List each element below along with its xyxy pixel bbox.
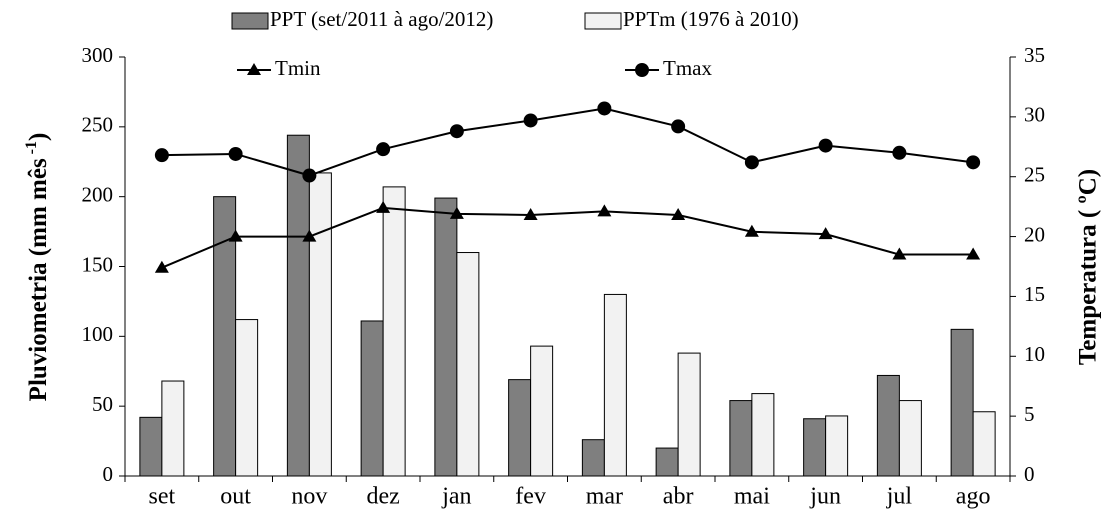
bar: [286, 134, 310, 477]
x-tick-label: nov: [291, 484, 327, 510]
y-label-end: ): [25, 133, 52, 141]
marker: [892, 145, 907, 160]
y-tick-label: 50: [92, 392, 113, 416]
x-tick-label: jun: [809, 484, 841, 510]
y2-tick-label: 5: [1024, 402, 1035, 426]
y-label-sup: -1: [23, 141, 40, 154]
bar: [508, 379, 532, 477]
x-tick-label: mai: [734, 484, 770, 510]
bar: [803, 418, 827, 477]
y2-tick-label: 0: [1024, 462, 1035, 486]
legend-marker: [635, 63, 649, 77]
y-label-main: Pluviometria (mm mês: [25, 158, 52, 401]
marker: [302, 229, 317, 242]
y-axis-label: Pluviometria (mm mês -1): [23, 133, 52, 402]
marker: [597, 204, 612, 217]
y-tick-label: 300: [82, 43, 114, 67]
bar: [972, 411, 996, 477]
marker: [154, 260, 169, 273]
marker: [744, 224, 759, 237]
marker: [966, 247, 981, 260]
bar: [360, 320, 384, 477]
bar: [581, 439, 605, 477]
marker: [154, 148, 169, 163]
bar: [950, 328, 974, 477]
bar: [655, 447, 679, 477]
marker: [228, 146, 243, 161]
bar: [382, 186, 406, 477]
y2-axis-label: Temperatura ( ºC): [1075, 169, 1102, 365]
bar: [530, 345, 554, 477]
bar: [161, 380, 185, 477]
y2-tick-label: 35: [1024, 43, 1045, 67]
marker: [892, 247, 907, 260]
bar: [876, 374, 900, 477]
legend-swatch: [584, 12, 622, 30]
marker: [449, 206, 464, 219]
x-tick-label: abr: [663, 484, 694, 510]
x-tick-label: ago: [956, 484, 991, 510]
legend-label: PPTm (1976 à 2010): [623, 7, 799, 31]
line: [161, 107, 974, 177]
bar: [456, 252, 480, 477]
y2-tick-label: 15: [1024, 282, 1045, 306]
y-tick-label: 100: [82, 322, 114, 346]
bar: [825, 415, 849, 477]
y-tick-label: 200: [82, 182, 114, 206]
y-tick-label: 0: [103, 462, 114, 486]
x-tick-label: mar: [586, 484, 623, 510]
x-tick-label: out: [220, 484, 251, 510]
legend-swatch: [231, 12, 269, 30]
bar: [898, 400, 922, 477]
marker: [449, 124, 464, 139]
marker: [671, 119, 686, 134]
marker: [597, 101, 612, 116]
bar: [677, 352, 701, 477]
x-tick-label: jan: [441, 484, 471, 510]
y2-tick-label: 10: [1024, 342, 1045, 366]
y-tick-label: 250: [82, 113, 114, 137]
bar: [235, 319, 259, 477]
marker: [671, 208, 686, 221]
bar: [603, 293, 627, 477]
x-tick-label: fev: [515, 484, 546, 510]
x-tick-label: dez: [366, 484, 399, 510]
legend-label: PPT (set/2011 à ago/2012): [270, 7, 493, 31]
marker: [523, 113, 538, 128]
bar: [139, 416, 163, 477]
bar: [308, 172, 332, 477]
marker: [966, 155, 981, 170]
legend-label: Tmin: [275, 56, 321, 80]
x-tick-label: set: [149, 484, 176, 510]
marker: [744, 155, 759, 170]
legend-label: Tmax: [663, 56, 712, 80]
bar: [434, 197, 458, 477]
bar: [729, 400, 753, 477]
marker: [302, 168, 317, 183]
marker: [818, 138, 833, 153]
y-tick-label: 150: [82, 252, 114, 276]
y2-tick-label: 30: [1024, 103, 1045, 127]
marker: [376, 200, 391, 213]
bar: [751, 393, 775, 477]
y2-tick-label: 20: [1024, 222, 1045, 246]
marker: [818, 227, 833, 240]
x-tick-label: jul: [886, 484, 913, 510]
y2-tick-label: 25: [1024, 163, 1045, 187]
marker: [376, 142, 391, 157]
legend-marker: [247, 63, 261, 75]
line: [161, 206, 974, 269]
marker: [228, 229, 243, 242]
marker: [523, 208, 538, 221]
